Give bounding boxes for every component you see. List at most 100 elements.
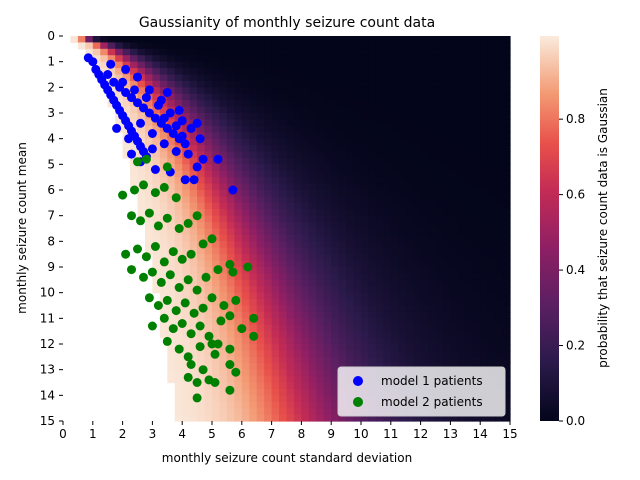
heatmap-cell — [338, 55, 347, 63]
scatter-point-model-2 — [207, 293, 217, 303]
heatmap-cell — [204, 183, 213, 191]
heatmap-cell — [405, 234, 414, 242]
heatmap-cell — [271, 382, 280, 390]
heatmap-cell — [413, 80, 422, 88]
heatmap-cell — [279, 36, 288, 44]
heatmap-cell — [189, 48, 198, 56]
heatmap-cell — [323, 324, 332, 332]
heatmap-cell — [167, 228, 176, 236]
heatmap-cell — [480, 100, 489, 108]
heatmap-cell — [331, 273, 340, 281]
heatmap-cell — [331, 132, 340, 140]
heatmap-cell — [435, 106, 444, 114]
heatmap-cell — [152, 125, 161, 133]
heatmap-cell — [144, 55, 153, 63]
heatmap-cell — [323, 68, 332, 76]
heatmap-cell — [137, 80, 146, 88]
heatmap-cell — [472, 273, 481, 281]
heatmap-cell — [435, 196, 444, 204]
heatmap-cell — [316, 209, 325, 217]
heatmap-cell — [502, 164, 511, 172]
heatmap-cell — [457, 241, 466, 249]
heatmap-cell — [271, 344, 280, 352]
heatmap-cell — [152, 93, 161, 101]
heatmap-cell — [234, 119, 243, 127]
heatmap-cell — [383, 414, 392, 422]
heatmap-cell — [361, 305, 370, 313]
heatmap-cell — [457, 190, 466, 198]
heatmap-cell — [271, 286, 280, 294]
heatmap-cell — [390, 267, 399, 275]
heatmap-cell — [338, 132, 347, 140]
heatmap-cell — [457, 209, 466, 217]
heatmap-cell — [204, 68, 213, 76]
heatmap-cell — [174, 80, 183, 88]
heatmap-cell — [308, 337, 317, 345]
heatmap-cell — [286, 113, 295, 121]
heatmap-cell — [398, 247, 407, 255]
heatmap-cell — [234, 318, 243, 326]
heatmap-cell — [323, 414, 332, 422]
heatmap-cell — [502, 145, 511, 153]
heatmap-cell — [204, 48, 213, 56]
heatmap-cell — [435, 414, 444, 422]
heatmap-cell — [368, 414, 377, 422]
heatmap-cell — [398, 68, 407, 76]
heatmap-cell — [316, 68, 325, 76]
heatmap-cell — [92, 36, 101, 44]
heatmap-cell — [472, 196, 481, 204]
heatmap-cell — [375, 279, 384, 287]
heatmap-cell — [271, 350, 280, 358]
heatmap-cell — [442, 113, 451, 121]
heatmap-cell — [502, 177, 511, 185]
heatmap-cell — [264, 119, 273, 127]
heatmap-cell — [293, 382, 302, 390]
heatmap-cell — [450, 93, 459, 101]
heatmap-cell — [182, 80, 191, 88]
heatmap-cell — [420, 202, 429, 210]
heatmap-cell — [413, 74, 422, 82]
heatmap-cell — [323, 292, 332, 300]
heatmap-cell — [197, 234, 206, 242]
scatter-point-model-1 — [133, 72, 142, 82]
heatmap-cell — [219, 356, 228, 364]
heatmap-cell — [182, 190, 191, 198]
heatmap-cell — [487, 125, 496, 133]
heatmap-cell — [435, 254, 444, 262]
heatmap-cell — [264, 74, 273, 82]
heatmap-cell — [435, 151, 444, 159]
heatmap-cell — [234, 388, 243, 396]
heatmap-cell — [286, 318, 295, 326]
heatmap-cell — [182, 241, 191, 249]
heatmap-cell — [472, 61, 481, 69]
heatmap-cell — [204, 42, 213, 50]
heatmap-cell — [398, 36, 407, 44]
heatmap-cell — [368, 183, 377, 191]
heatmap-cell — [301, 113, 310, 121]
heatmap-cell — [234, 170, 243, 178]
heatmap-cell — [480, 414, 489, 422]
heatmap-cell — [331, 337, 340, 345]
heatmap-cell — [375, 331, 384, 339]
heatmap-cell — [226, 177, 235, 185]
heatmap-cell — [212, 401, 221, 409]
heatmap-cell — [450, 311, 459, 319]
heatmap-cell — [502, 254, 511, 262]
heatmap-cell — [502, 80, 511, 88]
heatmap-cell — [279, 337, 288, 345]
heatmap-cell — [331, 388, 340, 396]
heatmap-cell — [204, 100, 213, 108]
heatmap-cell — [234, 164, 243, 172]
heatmap-cell — [189, 183, 198, 191]
heatmap-cell — [442, 254, 451, 262]
scatter-point-model-1 — [162, 123, 172, 133]
heatmap-cell — [472, 93, 481, 101]
heatmap-cell — [420, 36, 429, 44]
heatmap-cell — [442, 350, 451, 358]
heatmap-cell — [204, 93, 213, 101]
heatmap-cell — [383, 292, 392, 300]
heatmap-cell — [495, 337, 504, 345]
heatmap-cell — [204, 350, 213, 358]
heatmap-cell — [323, 305, 332, 313]
heatmap-cell — [308, 363, 317, 371]
